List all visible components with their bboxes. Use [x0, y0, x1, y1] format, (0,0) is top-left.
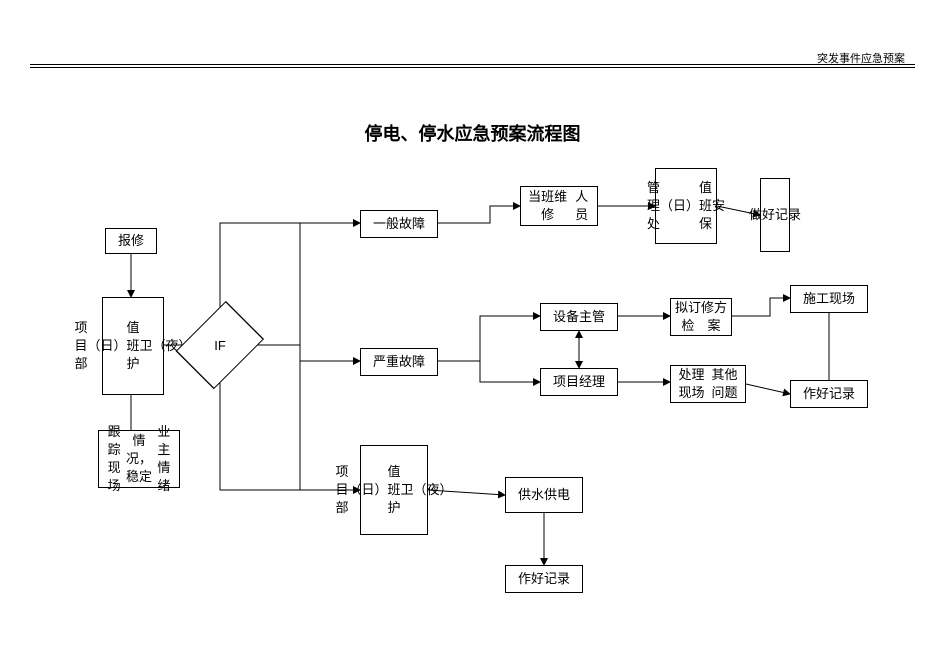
node-gongshui: 供水供电: [505, 477, 583, 513]
node-shebei: 设备主管: [540, 303, 618, 331]
node-genzong: 跟踪现场情况，稳定业主情绪: [98, 430, 180, 488]
edge-chuli-zuohao2: [746, 384, 790, 394]
node-label-if: IF: [214, 338, 226, 353]
node-dangban: 当班维修人员: [520, 186, 598, 226]
node-yiban: 一般故障: [360, 210, 438, 238]
header-rule-bottom: [30, 67, 915, 68]
edge-yanzhong-shebei: [438, 316, 540, 361]
header-rule-top: [30, 64, 915, 65]
node-guanlichu: 管理处（日）值班保安: [655, 168, 717, 244]
edge-yiban-dangban: [438, 206, 520, 223]
node-shigong: 施工现场: [790, 285, 868, 313]
edge-niding-shigong: [732, 298, 790, 316]
node-baoxiu: 报修: [105, 228, 157, 254]
edge-yanzhong-jingli: [480, 361, 540, 382]
node-zuohao2: 作好记录: [790, 380, 868, 408]
page-title: 停电、停水应急预案流程图: [0, 120, 945, 146]
node-chuli: 处理现场其他问题: [670, 365, 746, 403]
node-zuohao3: 作好记录: [505, 565, 583, 593]
node-zuohao1: 做好记录: [760, 178, 790, 252]
node-yanzhong: 严重故障: [360, 348, 438, 376]
node-niding: 拟订检修方案: [670, 298, 732, 336]
node-xiangmu1: 项目部（日）值班护卫（夜）: [102, 297, 164, 395]
node-xiangmu2: 项目部（日）值班护卫（夜）: [360, 445, 428, 535]
node-if: IF: [182, 295, 258, 395]
node-jingli: 项目经理: [540, 368, 618, 396]
